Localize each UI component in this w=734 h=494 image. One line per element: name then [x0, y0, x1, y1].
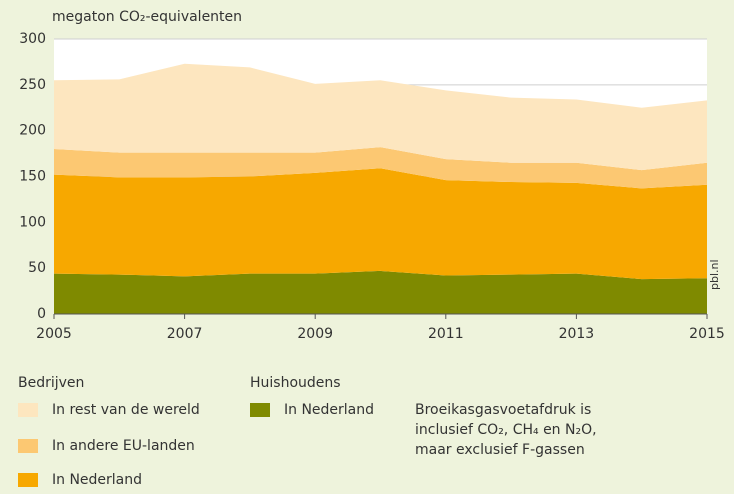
y-axis-label: megaton CO₂-equivalenten [52, 9, 242, 25]
y-tick-label: 150 [19, 169, 46, 185]
y-tick-label: 50 [28, 260, 46, 276]
legend-swatch [18, 473, 38, 487]
x-tick-label: 2013 [559, 326, 595, 342]
area [54, 270, 707, 314]
x-tick-label: 2005 [36, 326, 72, 342]
legend-label: In Nederland [52, 472, 142, 488]
note: inclusief CO₂, CH₄ en N₂O, [415, 422, 597, 438]
areas [54, 63, 707, 314]
x-tick-label: 2007 [167, 326, 203, 342]
legend-swatch [18, 439, 38, 453]
legend-label: In Nederland [284, 402, 374, 418]
x-tick-label: 2015 [689, 326, 725, 342]
legend-label: In rest van de wereld [52, 402, 200, 418]
note: Broeikasgasvoetafdruk is [415, 402, 591, 418]
note: maar exclusief F-gassen [415, 442, 585, 458]
y-tick-label: 0 [37, 306, 46, 322]
area [54, 147, 707, 189]
y-tick-label: 300 [19, 31, 46, 47]
legend-swatch [18, 403, 38, 417]
y-tick-label: 100 [19, 214, 46, 230]
area [54, 63, 707, 171]
source: pbl.nl [708, 259, 721, 290]
legend-swatch [250, 403, 270, 417]
x-tick-label: 2011 [428, 326, 464, 342]
x-tick-label: 2009 [297, 326, 333, 342]
y-tick-label: 200 [19, 123, 46, 139]
legend-label: In andere EU-landen [52, 438, 195, 454]
area [54, 168, 707, 280]
legend-group-title: Bedrijven [18, 375, 84, 391]
y-tick-label: 250 [19, 77, 46, 93]
legend-group-title: Huishoudens [250, 375, 341, 391]
